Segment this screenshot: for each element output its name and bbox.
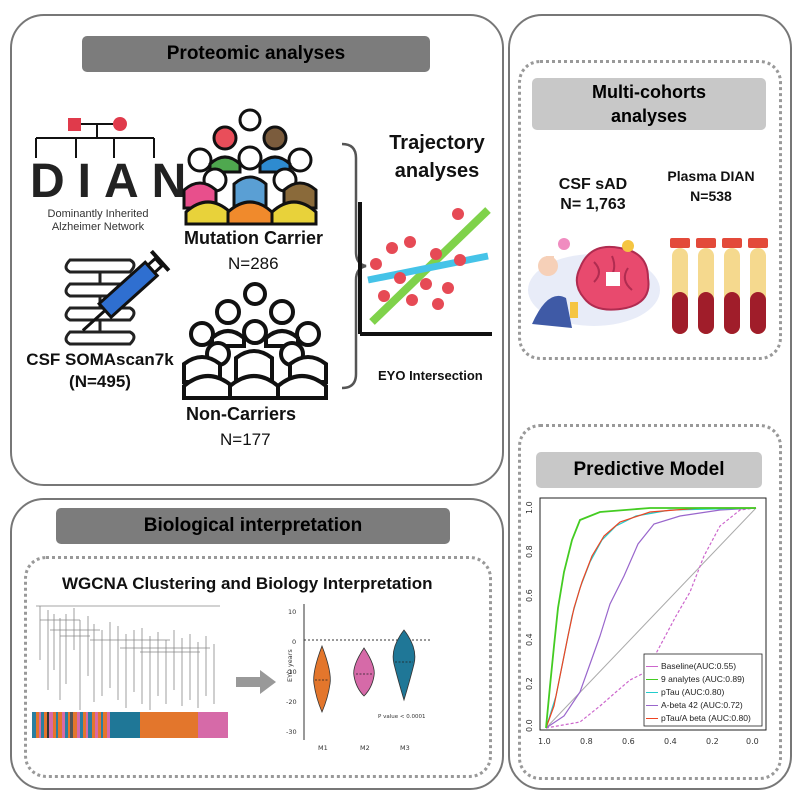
- mutation-carrier-n: N=286: [228, 254, 279, 273]
- dian-subtitle-2: Alzheimer Network: [51, 221, 145, 233]
- multicohort-box: [518, 60, 782, 360]
- plasma-dian-label: Plasma DIAN: [667, 168, 755, 184]
- violin-y-tick-5: -30: [286, 728, 297, 736]
- violin-m1: [313, 644, 331, 714]
- roc-y-tick-4: 0.4: [525, 633, 534, 646]
- grouping-bracket: [341, 142, 367, 390]
- violin-x-m1: M1: [318, 744, 328, 752]
- roc-legend-item: pTau (AUC:0.80): [646, 686, 751, 699]
- roc-y-tick-6: 0.0: [525, 719, 534, 732]
- roc-legend-label: Baseline(AUC:0.55): [661, 661, 737, 671]
- violin-y-tick-4: -20: [286, 698, 297, 706]
- roc-y-tick-2: 0.8: [525, 545, 534, 558]
- roc-curve-ratio: [545, 507, 756, 729]
- violin-x-m2: M2: [360, 744, 370, 752]
- non-carrier-n: N=177: [220, 430, 271, 449]
- mutation-carrier-crowd-icon: [182, 108, 318, 226]
- violin-m2: [353, 647, 375, 697]
- dian-subtitle-1: Dominantly Inherited: [47, 208, 149, 220]
- roc-curve-baseline: [545, 507, 757, 729]
- csf-somascan-label: CSF SOMAscan7k: [26, 350, 174, 369]
- pedigree-icon: [35, 117, 155, 158]
- roc-y-tick-3: 0.6: [525, 589, 534, 602]
- roc-y-tick-5: 0.2: [525, 677, 534, 690]
- roc-x-tick-6: 0.0: [746, 737, 759, 746]
- roc-curve-9analytes: [545, 507, 756, 729]
- violin-y-tick-2: 0: [292, 638, 296, 646]
- mutation-carrier-label: Mutation Carrier: [184, 228, 324, 248]
- roc-x-tick-4: 0.4: [664, 737, 677, 746]
- right-arrow-icon: [236, 670, 276, 694]
- roc-chart: 1.0 0.8 0.6 0.4 0.2 0.0 1.0 0.8 0.6 0.4 …: [525, 497, 767, 746]
- trajectory-label-1: Trajectory: [389, 132, 485, 154]
- violin-y-tick-1: 10: [288, 608, 296, 616]
- roc-legend-label: pTau/A beta (AUC:0.80): [661, 713, 751, 723]
- multicohort-header-line1: Multi-cohorts: [592, 82, 706, 102]
- roc-x-tick-5: 0.2: [706, 737, 719, 746]
- violin-pvalue: P value < 0.0001: [378, 714, 425, 720]
- dian-logo-text: DIAN: [30, 155, 200, 208]
- predictive-header: Predictive Model: [536, 452, 762, 488]
- non-carrier-label: Non-Carriers: [186, 404, 297, 424]
- proteomic-panel: [10, 14, 504, 486]
- eyo-intersection-label: EYO Intersection: [378, 368, 483, 383]
- spine-syringe-icon: [64, 249, 171, 346]
- non-carrier-crowd-icon: [182, 282, 328, 400]
- roc-legend-label: pTau (AUC:0.80): [661, 687, 725, 697]
- roc-y-tick-1: 1.0: [525, 501, 534, 514]
- roc-curve-abeta: [545, 507, 757, 729]
- violin-x-m3: M3: [400, 744, 410, 752]
- roc-legend-label: 9 analytes (AUC:0.89): [661, 674, 745, 684]
- trajectory-label-2: analyses: [394, 160, 480, 182]
- roc-legend-item: 9 analytes (AUC:0.89): [646, 673, 751, 686]
- roc-x-tick-1: 1.0: [538, 737, 551, 746]
- roc-legend: Baseline(AUC:0.55) 9 analytes (AUC:0.89)…: [646, 660, 751, 725]
- csf-sad-label: CSF sAD: [558, 176, 628, 193]
- roc-legend-item: Baseline(AUC:0.55): [646, 660, 751, 673]
- violin-plot: 10 0 -10 -20 -30 EYO years M1 M2 M3 P va…: [286, 604, 432, 752]
- plasma-dian-n: N=538: [690, 188, 732, 204]
- violin-y-label: EYO years: [286, 649, 294, 682]
- roc-x-tick-2: 0.8: [580, 737, 593, 746]
- predictive-box: [518, 424, 782, 780]
- roc-x-tick-3: 0.6: [622, 737, 635, 746]
- trajectory-plot-icon: [358, 202, 492, 336]
- wgcna-box: [24, 556, 492, 778]
- roc-legend-item: pTau/A beta (AUC:0.80): [646, 712, 751, 725]
- proteomic-header: Proteomic analyses: [82, 36, 430, 72]
- biological-header: Biological interpretation: [56, 508, 450, 544]
- roc-legend-item: A-beta 42 (AUC:0.72): [646, 699, 751, 712]
- multicohort-header: Multi-cohorts analyses: [532, 78, 766, 130]
- csf-somascan-n: (N=495): [69, 372, 131, 391]
- roc-legend-label: A-beta 42 (AUC:0.72): [661, 700, 743, 710]
- violin-m3: [392, 629, 416, 702]
- alzheimer-brain-illustration: [528, 238, 660, 328]
- violin-y-tick-3: -10: [286, 668, 297, 676]
- wgcna-subheader: WGCNA Clustering and Biology Interpretat…: [62, 574, 433, 593]
- wgcna-dendrogram: [32, 605, 228, 738]
- csf-sad-n: N= 1,763: [560, 196, 626, 213]
- plasma-tubes-icon: [670, 238, 768, 334]
- multicohort-header-line2: analyses: [610, 106, 688, 126]
- biological-panel: [10, 498, 504, 790]
